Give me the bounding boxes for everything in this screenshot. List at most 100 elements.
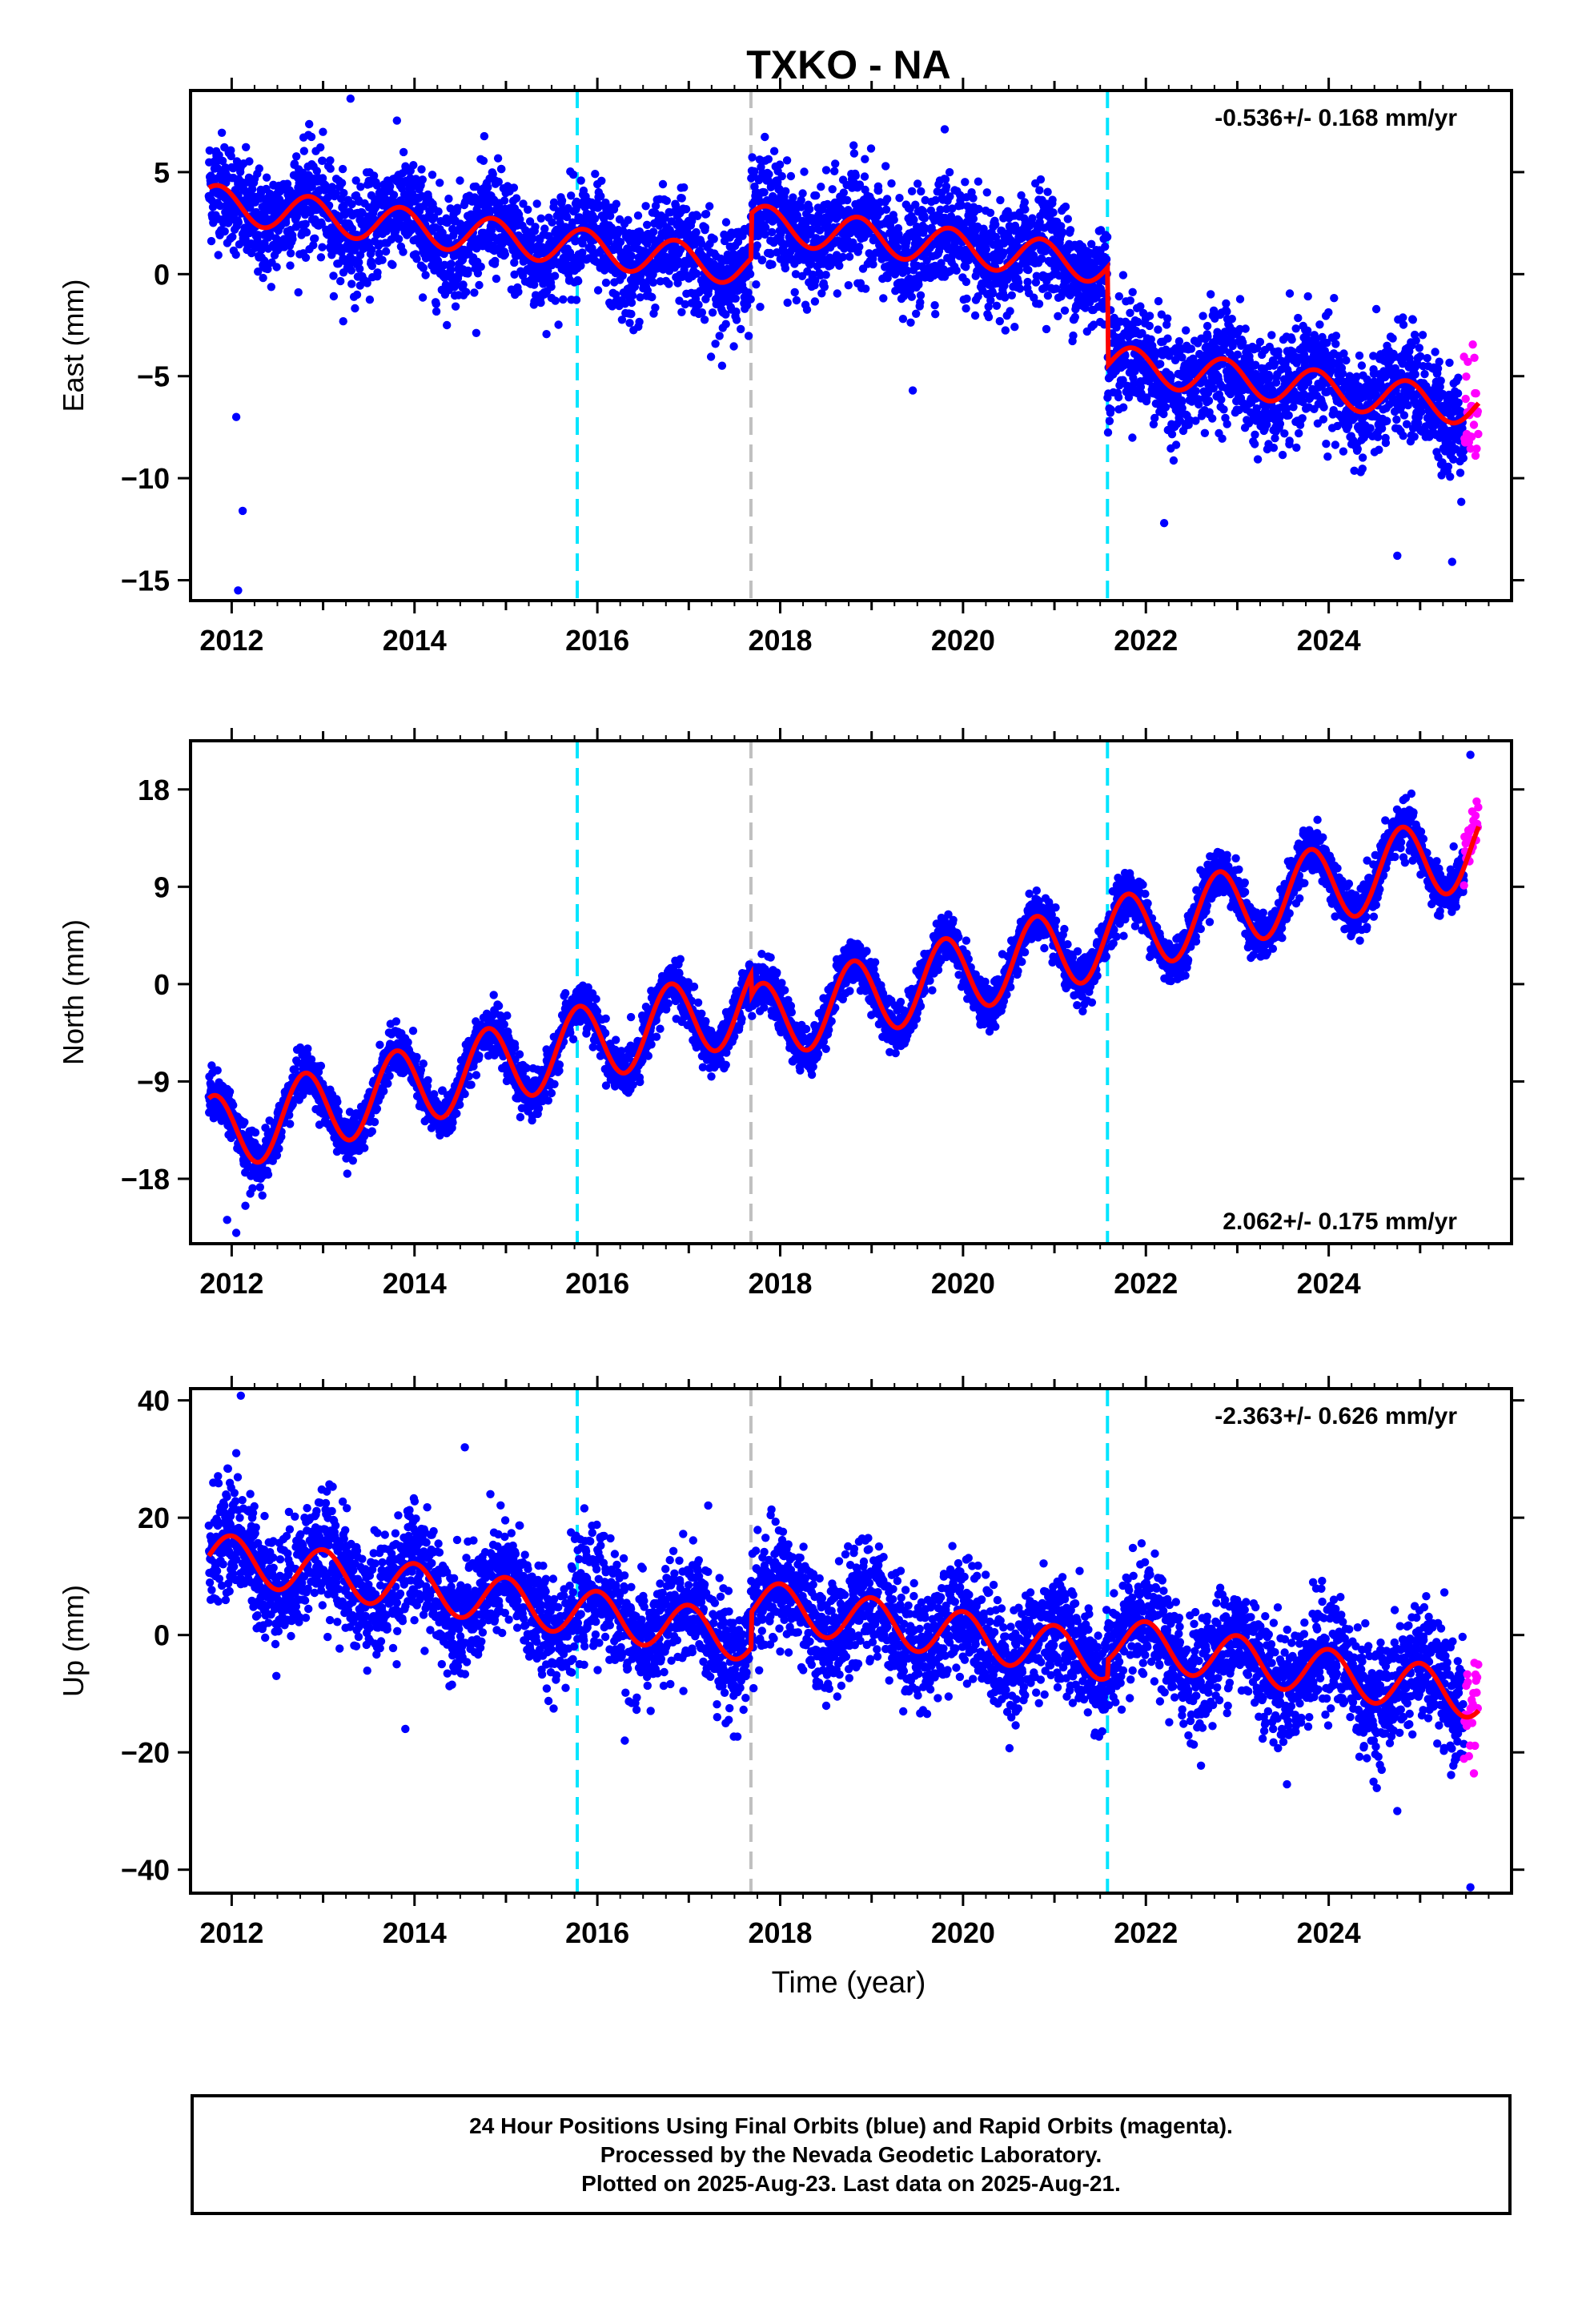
final-orbit-point <box>372 181 382 190</box>
final-orbit-point <box>995 316 1005 326</box>
final-orbit-point <box>562 212 572 222</box>
final-orbit-point <box>1353 444 1363 453</box>
final-orbit-point <box>706 352 716 361</box>
final-orbit-point <box>1063 215 1073 223</box>
final-orbit-point <box>464 266 472 275</box>
final-orbit-point <box>952 266 961 275</box>
final-orbit-point <box>1049 208 1058 217</box>
final-orbit-point <box>530 280 539 289</box>
final-orbit-point <box>962 304 970 313</box>
final-orbit-point <box>262 173 271 182</box>
final-orbit-point <box>962 277 971 287</box>
final-orbit-point <box>1383 416 1391 425</box>
final-orbit-point <box>339 188 348 198</box>
final-orbit-point <box>1319 403 1328 412</box>
final-orbit-point <box>1233 350 1243 359</box>
final-orbit-point <box>418 175 427 184</box>
final-orbit-point <box>753 241 761 250</box>
final-orbit-point <box>1235 295 1245 304</box>
final-orbit-point <box>259 273 267 283</box>
final-orbit-point <box>352 290 362 300</box>
final-orbit-point <box>628 291 637 300</box>
final-orbit-point <box>1163 334 1172 343</box>
final-orbit-point <box>356 183 365 191</box>
final-orbit-point <box>207 236 216 246</box>
final-orbit-point <box>1298 414 1307 423</box>
final-orbit-point <box>509 183 519 192</box>
final-orbit-point <box>375 249 383 258</box>
outlier-point <box>1393 551 1402 561</box>
final-orbit-point <box>432 300 440 308</box>
final-orbit-point <box>1114 292 1124 301</box>
final-orbit-point <box>472 328 481 337</box>
final-orbit-point <box>220 227 229 236</box>
final-orbit-point <box>1036 175 1046 184</box>
final-orbit-point <box>756 303 765 312</box>
final-orbit-point <box>917 187 926 196</box>
final-orbit-point <box>337 179 347 187</box>
final-orbit-point <box>1154 296 1163 306</box>
final-orbit-point <box>1315 320 1324 329</box>
final-orbit-point <box>636 293 644 302</box>
final-orbit-point <box>292 152 301 161</box>
final-orbit-point <box>1392 415 1401 424</box>
final-orbit-point <box>329 271 338 280</box>
final-orbit-point <box>1186 344 1196 353</box>
final-orbit-point <box>861 284 870 293</box>
final-orbit-point <box>1436 376 1445 385</box>
final-orbit-point <box>547 282 556 292</box>
final-orbit-point <box>456 176 464 185</box>
rapid-orbit-point <box>1472 444 1481 453</box>
final-orbit-point <box>882 195 892 203</box>
final-orbit-point <box>1303 326 1312 335</box>
final-orbit-point <box>1174 337 1184 346</box>
final-orbit-point <box>392 116 401 125</box>
final-orbit-point <box>1275 420 1285 428</box>
final-orbit-point <box>1001 326 1010 335</box>
final-orbit-point <box>1408 316 1418 324</box>
final-orbit-point <box>1103 428 1113 437</box>
final-orbit-point <box>567 191 576 200</box>
final-orbit-point <box>597 176 606 185</box>
final-orbit-point <box>627 298 636 308</box>
final-orbit-point <box>267 283 275 292</box>
final-orbit-point <box>895 194 904 203</box>
final-orbit-point <box>1028 214 1037 223</box>
x-axis-label: Time (year) <box>772 1966 926 2000</box>
final-orbit-point <box>677 194 686 203</box>
final-orbit-point <box>693 211 702 220</box>
final-orbit-point <box>992 301 1002 310</box>
final-orbit-point <box>860 172 869 181</box>
final-orbit-point <box>1285 436 1294 445</box>
final-orbit-point <box>418 293 428 302</box>
final-orbit-point <box>812 191 821 200</box>
final-orbit-point <box>1251 430 1259 439</box>
final-orbit-point <box>512 194 521 203</box>
final-orbit-point <box>381 247 391 256</box>
final-orbit-point <box>234 218 243 227</box>
final-orbit-point <box>1456 468 1465 477</box>
final-orbit-point <box>1048 195 1057 204</box>
final-orbit-point <box>286 261 295 270</box>
final-orbit-point <box>388 260 397 269</box>
final-orbit-point <box>462 287 471 296</box>
final-orbit-point <box>1015 284 1025 293</box>
final-orbit-point <box>218 156 227 166</box>
final-orbit-point <box>242 143 251 151</box>
final-orbit-point <box>752 280 761 289</box>
final-orbit-point <box>1338 369 1347 378</box>
final-orbit-point <box>514 287 523 296</box>
final-orbit-point <box>459 280 468 289</box>
rapid-orbit-point <box>1461 394 1470 404</box>
final-orbit-point <box>662 196 671 205</box>
final-orbit-point <box>1054 312 1062 320</box>
final-orbit-point <box>433 256 443 265</box>
final-orbit-point <box>1388 334 1397 343</box>
final-orbit-point <box>453 203 462 212</box>
final-orbit-point <box>1459 453 1468 463</box>
final-orbit-point <box>1145 312 1154 320</box>
final-orbit-point <box>648 278 658 287</box>
final-orbit-point <box>399 247 408 256</box>
final-orbit-point <box>844 281 853 290</box>
final-orbit-point <box>1410 432 1419 441</box>
